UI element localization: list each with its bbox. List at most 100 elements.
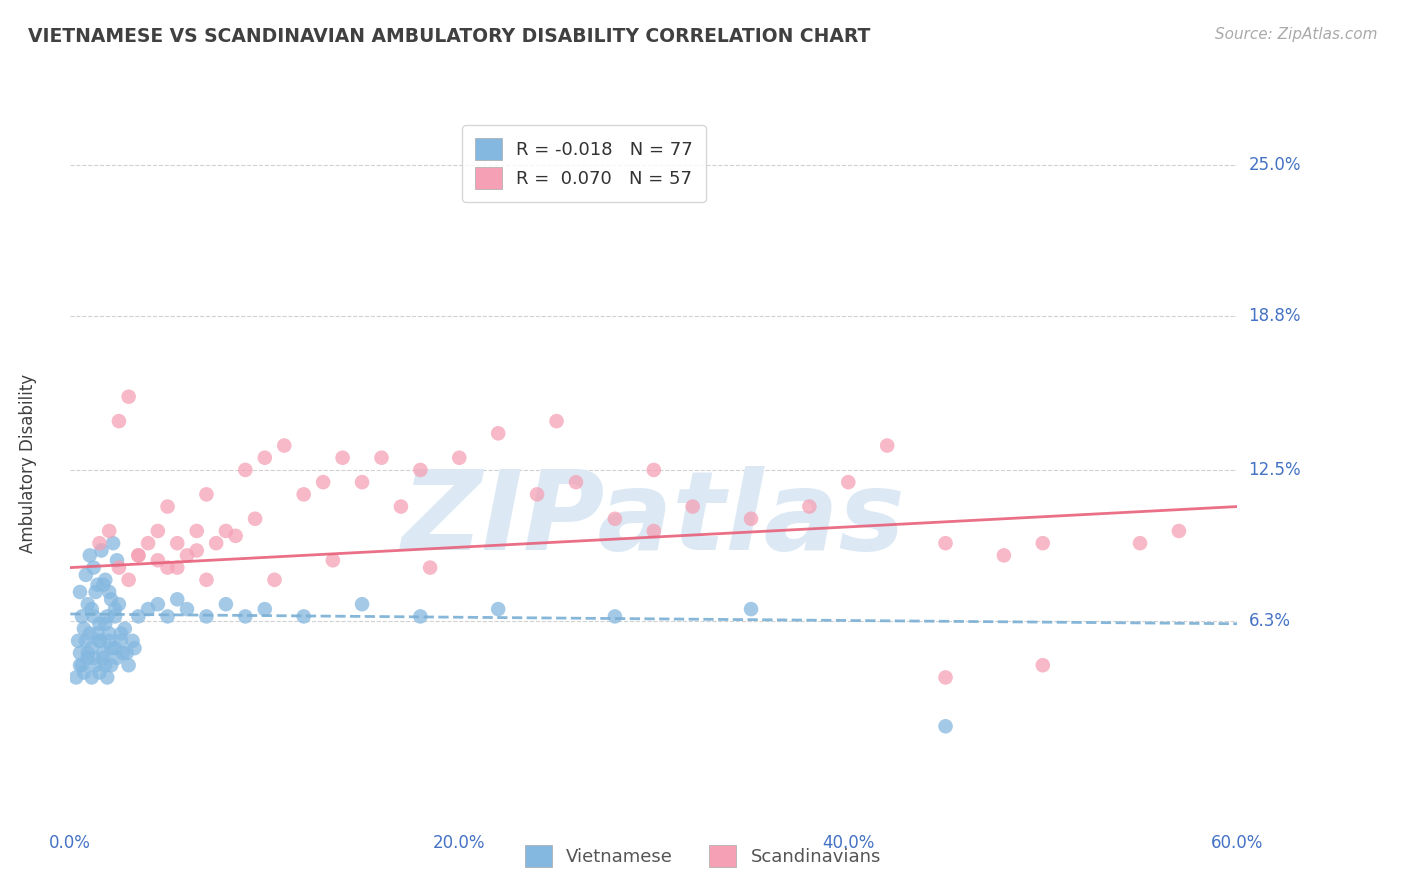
Point [100,658,122,673]
Point [195,609,218,624]
Text: VIETNAMESE VS SCANDINAVIAN AMBULATORY DISABILITY CORRELATION CHART: VIETNAMESE VS SCANDINAVIAN AMBULATORY DI… [28,27,870,45]
Point [98,633,121,648]
Text: 12.5%: 12.5% [1249,461,1301,479]
Point [1032,658,1054,673]
Point [118,573,141,587]
Point [104,609,127,624]
Point [934,536,956,550]
Point [96,670,118,684]
Point [98,626,121,640]
Point [603,512,626,526]
Point [409,609,432,624]
Point [136,536,159,550]
Point [253,450,276,465]
Point [195,487,218,501]
Point [176,602,198,616]
Point [156,560,179,574]
Point [486,602,509,616]
Point [146,597,169,611]
Point [215,597,238,611]
Point [273,438,295,452]
Point [233,609,256,624]
Point [89,536,111,550]
Point [80,602,103,616]
Text: ZIPatlas: ZIPatlas [402,466,905,573]
Point [243,512,266,526]
Point [76,651,98,665]
Point [225,529,247,543]
Point [195,573,218,587]
Point [740,602,762,616]
Point [136,602,159,616]
Point [115,646,138,660]
Point [110,633,132,648]
Point [419,560,441,574]
Legend: Vietnamese, Scandinavians: Vietnamese, Scandinavians [517,838,889,874]
Point [118,658,141,673]
Point [876,438,898,452]
Point [94,616,117,631]
Point [83,651,105,665]
Point [156,609,179,624]
Point [114,622,136,636]
Point [67,633,90,648]
Point [127,549,149,563]
Point [104,602,127,616]
Point [111,646,134,660]
Text: 20.0%: 20.0% [433,834,485,852]
Point [127,609,149,624]
Point [205,536,228,550]
Point [233,463,256,477]
Point [69,585,91,599]
Point [370,450,392,465]
Point [526,487,548,501]
Point [166,560,188,574]
Point [75,633,97,648]
Point [546,414,568,428]
Point [73,665,96,680]
Point [98,524,121,538]
Text: Source: ZipAtlas.com: Source: ZipAtlas.com [1215,27,1378,42]
Point [166,592,188,607]
Point [643,463,665,477]
Point [73,622,96,636]
Text: 0.0%: 0.0% [49,834,91,852]
Legend: R = -0.018   N = 77, R =  0.070   N = 57: R = -0.018 N = 77, R = 0.070 N = 57 [463,125,706,202]
Point [89,633,111,648]
Point [215,524,238,538]
Text: 6.3%: 6.3% [1249,612,1291,631]
Point [76,646,98,660]
Point [449,450,471,465]
Point [1129,536,1152,550]
Text: 60.0%: 60.0% [1211,834,1264,852]
Point [84,658,107,673]
Point [108,414,131,428]
Point [352,475,374,490]
Point [176,549,198,563]
Point [100,641,122,656]
Point [118,390,141,404]
Point [312,475,335,490]
Point [127,549,149,563]
Point [79,626,101,640]
Point [105,651,128,665]
Point [565,475,588,490]
Point [332,450,354,465]
Point [100,592,122,607]
Point [69,646,91,660]
Point [84,585,107,599]
Point [156,500,179,514]
Point [70,609,93,624]
Point [292,609,315,624]
Point [799,500,821,514]
Point [186,524,208,538]
Point [146,553,169,567]
Point [83,609,105,624]
Point [94,573,117,587]
Point [486,426,509,441]
Point [146,524,169,538]
Point [93,651,115,665]
Point [108,560,131,574]
Point [837,475,859,490]
Point [89,665,111,680]
